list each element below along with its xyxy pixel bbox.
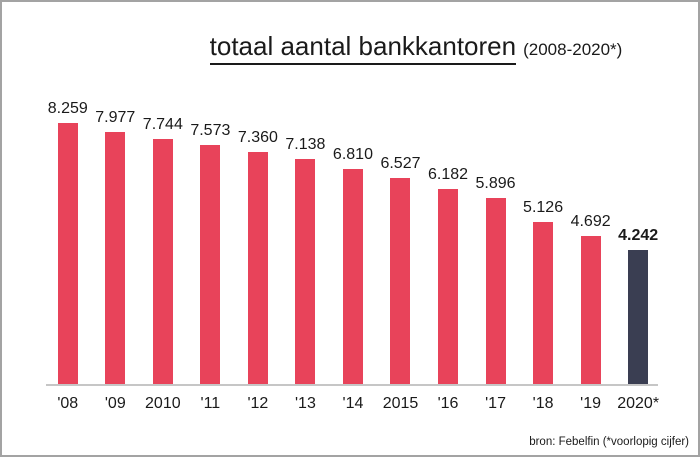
- value-label: 8.259: [47, 100, 88, 117]
- x-tick-label: '16: [437, 395, 459, 412]
- bar-column: 6.527: [377, 100, 425, 385]
- bar-column: 5.896: [472, 100, 520, 385]
- bar: [247, 152, 268, 385]
- bar-column: 4.242: [614, 100, 662, 385]
- bar-column: 4.692: [567, 100, 615, 385]
- x-tick-label: '18: [532, 395, 554, 412]
- bar: [390, 178, 411, 385]
- bar-column: 8.259: [44, 100, 92, 385]
- bar: [57, 123, 78, 385]
- value-label: 7.744: [142, 116, 183, 133]
- x-tick-label: '08: [57, 395, 79, 412]
- source-note: bron: Febelfin (*voorlopig cijfer): [529, 436, 689, 448]
- x-tick-label: '12: [247, 395, 269, 412]
- bar: [152, 139, 173, 385]
- x-tick-label: '19: [580, 395, 602, 412]
- x-tick-label: '09: [104, 395, 126, 412]
- bar: [105, 132, 126, 385]
- bar-final: [628, 250, 649, 385]
- chart-title-main: totaal aantal bankkantoren: [209, 31, 517, 65]
- bar-column: 7.977: [92, 100, 140, 385]
- bars-row: 8.259 7.977 7.744 7.573 7.360 7.138 6.810 6.527…: [44, 100, 662, 385]
- value-label: 6.810: [332, 146, 373, 163]
- value-label: 7.138: [285, 136, 326, 153]
- bar-column: 7.744: [139, 100, 187, 385]
- bar: [200, 145, 221, 385]
- x-tick-label: 2015: [382, 395, 419, 412]
- value-label: 4.692: [570, 213, 611, 230]
- value-label: 4.242: [618, 227, 659, 244]
- value-label: 5.896: [475, 175, 516, 192]
- bar: [533, 222, 554, 385]
- x-tick-label: 2020*: [617, 395, 660, 412]
- value-label: 7.360: [237, 129, 278, 146]
- chart-title: totaal aantal bankkantoren (2008-2020*): [0, 31, 700, 65]
- bar-column: 7.360: [234, 100, 282, 385]
- bar-column: 7.573: [187, 100, 235, 385]
- chart-title-suffix: (2008-2020*): [523, 40, 623, 59]
- bar: [438, 189, 459, 385]
- x-tick-label: '11: [200, 395, 221, 412]
- x-tick-label: '13: [294, 395, 316, 412]
- bar-column: 7.138: [282, 100, 330, 385]
- bar: [580, 236, 601, 385]
- bar-column: 6.810: [329, 100, 377, 385]
- x-tick-label: '17: [485, 395, 506, 412]
- bar: [342, 169, 363, 385]
- value-label: 7.977: [95, 109, 136, 126]
- bar-column: 6.182: [424, 100, 472, 385]
- x-axis-line: [46, 384, 658, 386]
- bar-column: 5.126: [519, 100, 567, 385]
- value-label: 5.126: [523, 199, 564, 216]
- x-tick-label: '14: [342, 395, 364, 412]
- value-label: 7.573: [190, 122, 231, 139]
- x-tick-label: 2010: [145, 395, 181, 412]
- bar: [295, 159, 316, 385]
- value-label: 6.527: [380, 155, 421, 172]
- value-label: 6.182: [427, 166, 469, 183]
- bar: [485, 198, 506, 385]
- x-axis-labels: '08 '09 2010 '11 '12 '13 '14 2015 '16 '17 '18 '19 20…: [44, 395, 662, 413]
